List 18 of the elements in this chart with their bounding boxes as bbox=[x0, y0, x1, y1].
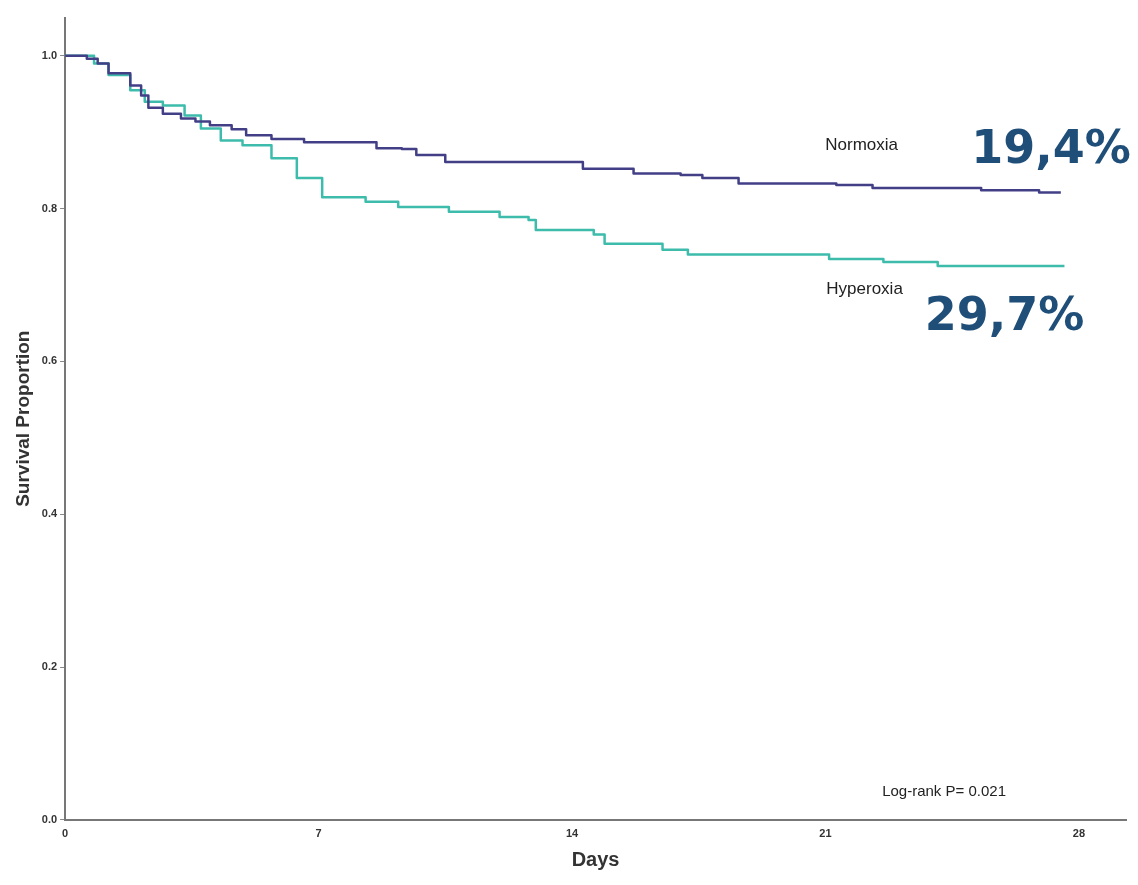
y-tick-label: 0.2 bbox=[41, 660, 58, 673]
y-axis-title: Survival Proportion bbox=[11, 330, 33, 507]
x-tick-label: 14 bbox=[565, 827, 579, 840]
annotation: 19,4% bbox=[971, 119, 1131, 174]
y-tick-label: 0.8 bbox=[41, 201, 58, 214]
x-tick-label: 0 bbox=[62, 827, 69, 840]
x-axis-title: Days bbox=[571, 847, 620, 870]
y-tick-label: 0.4 bbox=[41, 507, 58, 520]
series-label: Normoxia bbox=[825, 134, 899, 154]
y-tick-label: 0.6 bbox=[41, 354, 58, 367]
x-tick-label: 28 bbox=[1072, 827, 1086, 840]
x-tick-label: 21 bbox=[819, 827, 832, 840]
annotation: Log-rank P= 0.021 bbox=[882, 782, 1006, 800]
x-tick-label: 7 bbox=[315, 827, 322, 840]
y-tick-label: 1.0 bbox=[41, 48, 58, 61]
y-tick-label: 0.0 bbox=[41, 812, 58, 825]
annotation: 29,7% bbox=[924, 286, 1085, 341]
series-label: Hyperoxia bbox=[826, 278, 904, 298]
